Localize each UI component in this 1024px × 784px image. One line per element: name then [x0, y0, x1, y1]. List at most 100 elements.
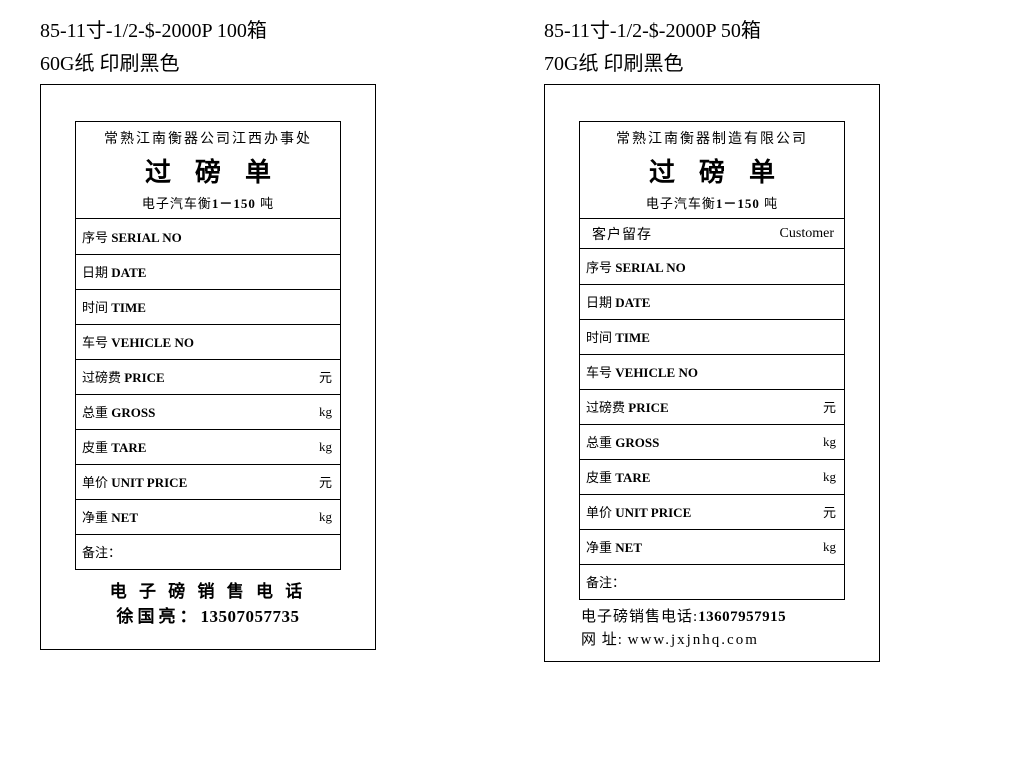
right-row-6-label: 皮重 TARE: [580, 459, 699, 494]
right-row-7-value: 元: [699, 494, 844, 529]
right-footer: 电子磅销售电话:13607957915 网 址: www.jxjnhq.com: [579, 606, 845, 651]
left-row-3-label-cn: 车号: [82, 335, 111, 350]
right-row-2-label-cn: 时间: [586, 330, 615, 345]
right-row-8-label-cn: 净重: [586, 540, 615, 555]
right-row-6: 皮重 TAREkg: [580, 459, 844, 494]
right-row-6-label-en: TARE: [615, 470, 650, 485]
left-row-7-label-cn: 单价: [82, 475, 111, 490]
right-row-7-label-en: UNIT PRICE: [615, 505, 691, 520]
right-row-2-label: 时间 TIME: [580, 319, 699, 354]
left-row-4-value: 元: [195, 359, 340, 394]
left-row-6-label-en: TARE: [111, 440, 146, 455]
right-row-3-value: [699, 354, 844, 389]
left-row-1-value: [195, 254, 340, 289]
left-footer-line1: 电 子 磅 销 售 电 话: [75, 580, 341, 605]
left-row-2-label-en: TIME: [111, 300, 146, 315]
left-row-6: 皮重 TARE kg: [76, 429, 340, 464]
left-footer-phone: 13507057735: [201, 607, 300, 626]
left-row-7-value: 元: [195, 464, 340, 499]
left-spec-line2: 60G纸 印刷黑色: [40, 51, 480, 78]
left-row-6-value: kg: [195, 429, 340, 464]
left-spec-line1: 85-11寸-1/2-$-2000P 100箱: [40, 18, 480, 45]
left-row-5-label: 总重 GROSS: [76, 394, 195, 429]
left-footer-line2: 徐国亮：13507057735: [75, 605, 341, 630]
right-row-4-value: 元: [699, 389, 844, 424]
left-row-1-label: 日期 DATE: [76, 254, 195, 289]
right-footer-url-line: 网 址: www.jxjnhq.com: [581, 629, 845, 652]
right-spec-line2: 70G纸 印刷黑色: [544, 51, 984, 78]
right-sub-range: 1－150: [716, 196, 760, 211]
left-row-1: 日期 DATE: [76, 254, 340, 289]
right-row-4-label: 过磅费 PRICE: [580, 389, 699, 424]
right-row-8-label-en: NET: [615, 540, 642, 555]
left-row-5-label-cn: 总重: [82, 405, 111, 420]
left-grid: 序号 SERIAL NO日期 DATE时间 TIME车号 VEHICLE NO过…: [76, 219, 340, 569]
right-note-label: 备注：: [580, 564, 844, 599]
left-row-0-label: 序号 SERIAL NO: [76, 219, 195, 254]
right-row-4: 过磅费 PRICE元: [580, 389, 844, 424]
left-row-2-label-cn: 时间: [82, 300, 111, 315]
left-row-6-label-cn: 皮重: [82, 440, 111, 455]
right-row-7-label: 单价 UNIT PRICE: [580, 494, 699, 529]
left-row-4: 过磅费 PRICE元: [76, 359, 340, 394]
left-row-3-value: [195, 324, 340, 359]
left-row-7-label-en: UNIT PRICE: [111, 475, 187, 490]
left-row-7: 单价 UNIT PRICE元: [76, 464, 340, 499]
left-row-5-label-en: GROSS: [111, 405, 155, 420]
right-row-4-label-cn: 过磅费: [586, 400, 628, 415]
left-ticket: 常熟江南衡器公司江西办事处 过磅单 电子汽车衡1－150 吨 序号 SERIAL…: [75, 121, 341, 570]
left-row-4-label: 过磅费 PRICE: [76, 359, 195, 394]
right-customer-right: Customer: [780, 226, 834, 242]
left-row-8-value: kg: [195, 499, 340, 534]
right-row-3-label-en: VEHICLE NO: [615, 365, 698, 380]
right-row-5-value: kg: [699, 424, 844, 459]
right-sub-suffix: 吨: [760, 196, 778, 211]
left-sub-suffix: 吨: [256, 196, 274, 211]
right-row-1-label: 日期 DATE: [580, 284, 699, 319]
left-ticket-frame: 常熟江南衡器公司江西办事处 过磅单 电子汽车衡1－150 吨 序号 SERIAL…: [40, 84, 376, 650]
left-row-1-label-en: DATE: [111, 265, 146, 280]
left-row-3-label: 车号 VEHICLE NO: [76, 324, 195, 359]
right-title: 过磅单: [580, 152, 844, 189]
left-row-1-label-cn: 日期: [82, 265, 111, 280]
left-row-7-label: 单价 UNIT PRICE: [76, 464, 195, 499]
right-row-3-label: 车号 VEHICLE NO: [580, 354, 699, 389]
left-row-8-label-en: NET: [111, 510, 138, 525]
right-row-5-label: 总重 GROSS: [580, 424, 699, 459]
right-row-4-label-en: PRICE: [628, 400, 668, 415]
right-note-row: 备注：: [580, 564, 844, 599]
right-row-1-value: [699, 284, 844, 319]
right-row-5-label-en: GROSS: [615, 435, 659, 450]
right-customer-row: 客户留存 Customer: [580, 219, 844, 249]
right-ticket: 常熟江南衡器制造有限公司 过磅单 电子汽车衡1－150 吨 客户留存 Custo…: [579, 121, 845, 600]
right-footer-sales-phone: 13607957915: [698, 609, 786, 625]
left-row-2-label: 时间 TIME: [76, 289, 195, 324]
page: 85-11寸-1/2-$-2000P 100箱 60G纸 印刷黑色 常熟江南衡器…: [0, 0, 1024, 662]
left-row-5: 总重 GROSSkg: [76, 394, 340, 429]
right-row-6-value: kg: [699, 459, 844, 494]
right-column: 85-11寸-1/2-$-2000P 50箱 70G纸 印刷黑色 常熟江南衡器制…: [544, 18, 984, 662]
left-row-2: 时间 TIME: [76, 289, 340, 324]
left-subtitle: 电子汽车衡1－150 吨: [76, 193, 340, 212]
right-ticket-frame: 常熟江南衡器制造有限公司 过磅单 电子汽车衡1－150 吨 客户留存 Custo…: [544, 84, 880, 662]
left-row-2-value: [195, 289, 340, 324]
right-row-0-label-cn: 序号: [586, 260, 615, 275]
right-subtitle: 电子汽车衡1－150 吨: [580, 193, 844, 212]
right-row-3: 车号 VEHICLE NO: [580, 354, 844, 389]
right-row-2-label-en: TIME: [615, 330, 650, 345]
left-sub-range: 1－150: [212, 196, 256, 211]
right-row-8-value: kg: [699, 529, 844, 564]
left-title: 过磅单: [76, 152, 340, 189]
right-row-1: 日期 DATE: [580, 284, 844, 319]
right-row-0: 序号 SERIAL NO: [580, 249, 844, 284]
right-row-2-value: [699, 319, 844, 354]
right-spec-line1: 85-11寸-1/2-$-2000P 50箱: [544, 18, 984, 45]
left-ticket-header: 常熟江南衡器公司江西办事处 过磅单 电子汽车衡1－150 吨: [76, 122, 340, 219]
left-note-row: 备注：: [76, 534, 340, 569]
left-row-0-label-en: SERIAL NO: [111, 230, 181, 245]
left-note-label: 备注：: [76, 534, 340, 569]
right-customer-left: 客户留存: [592, 224, 652, 244]
right-row-0-label-en: SERIAL NO: [615, 260, 685, 275]
right-row-7: 单价 UNIT PRICE元: [580, 494, 844, 529]
left-sub-prefix: 电子汽车衡: [142, 196, 212, 211]
